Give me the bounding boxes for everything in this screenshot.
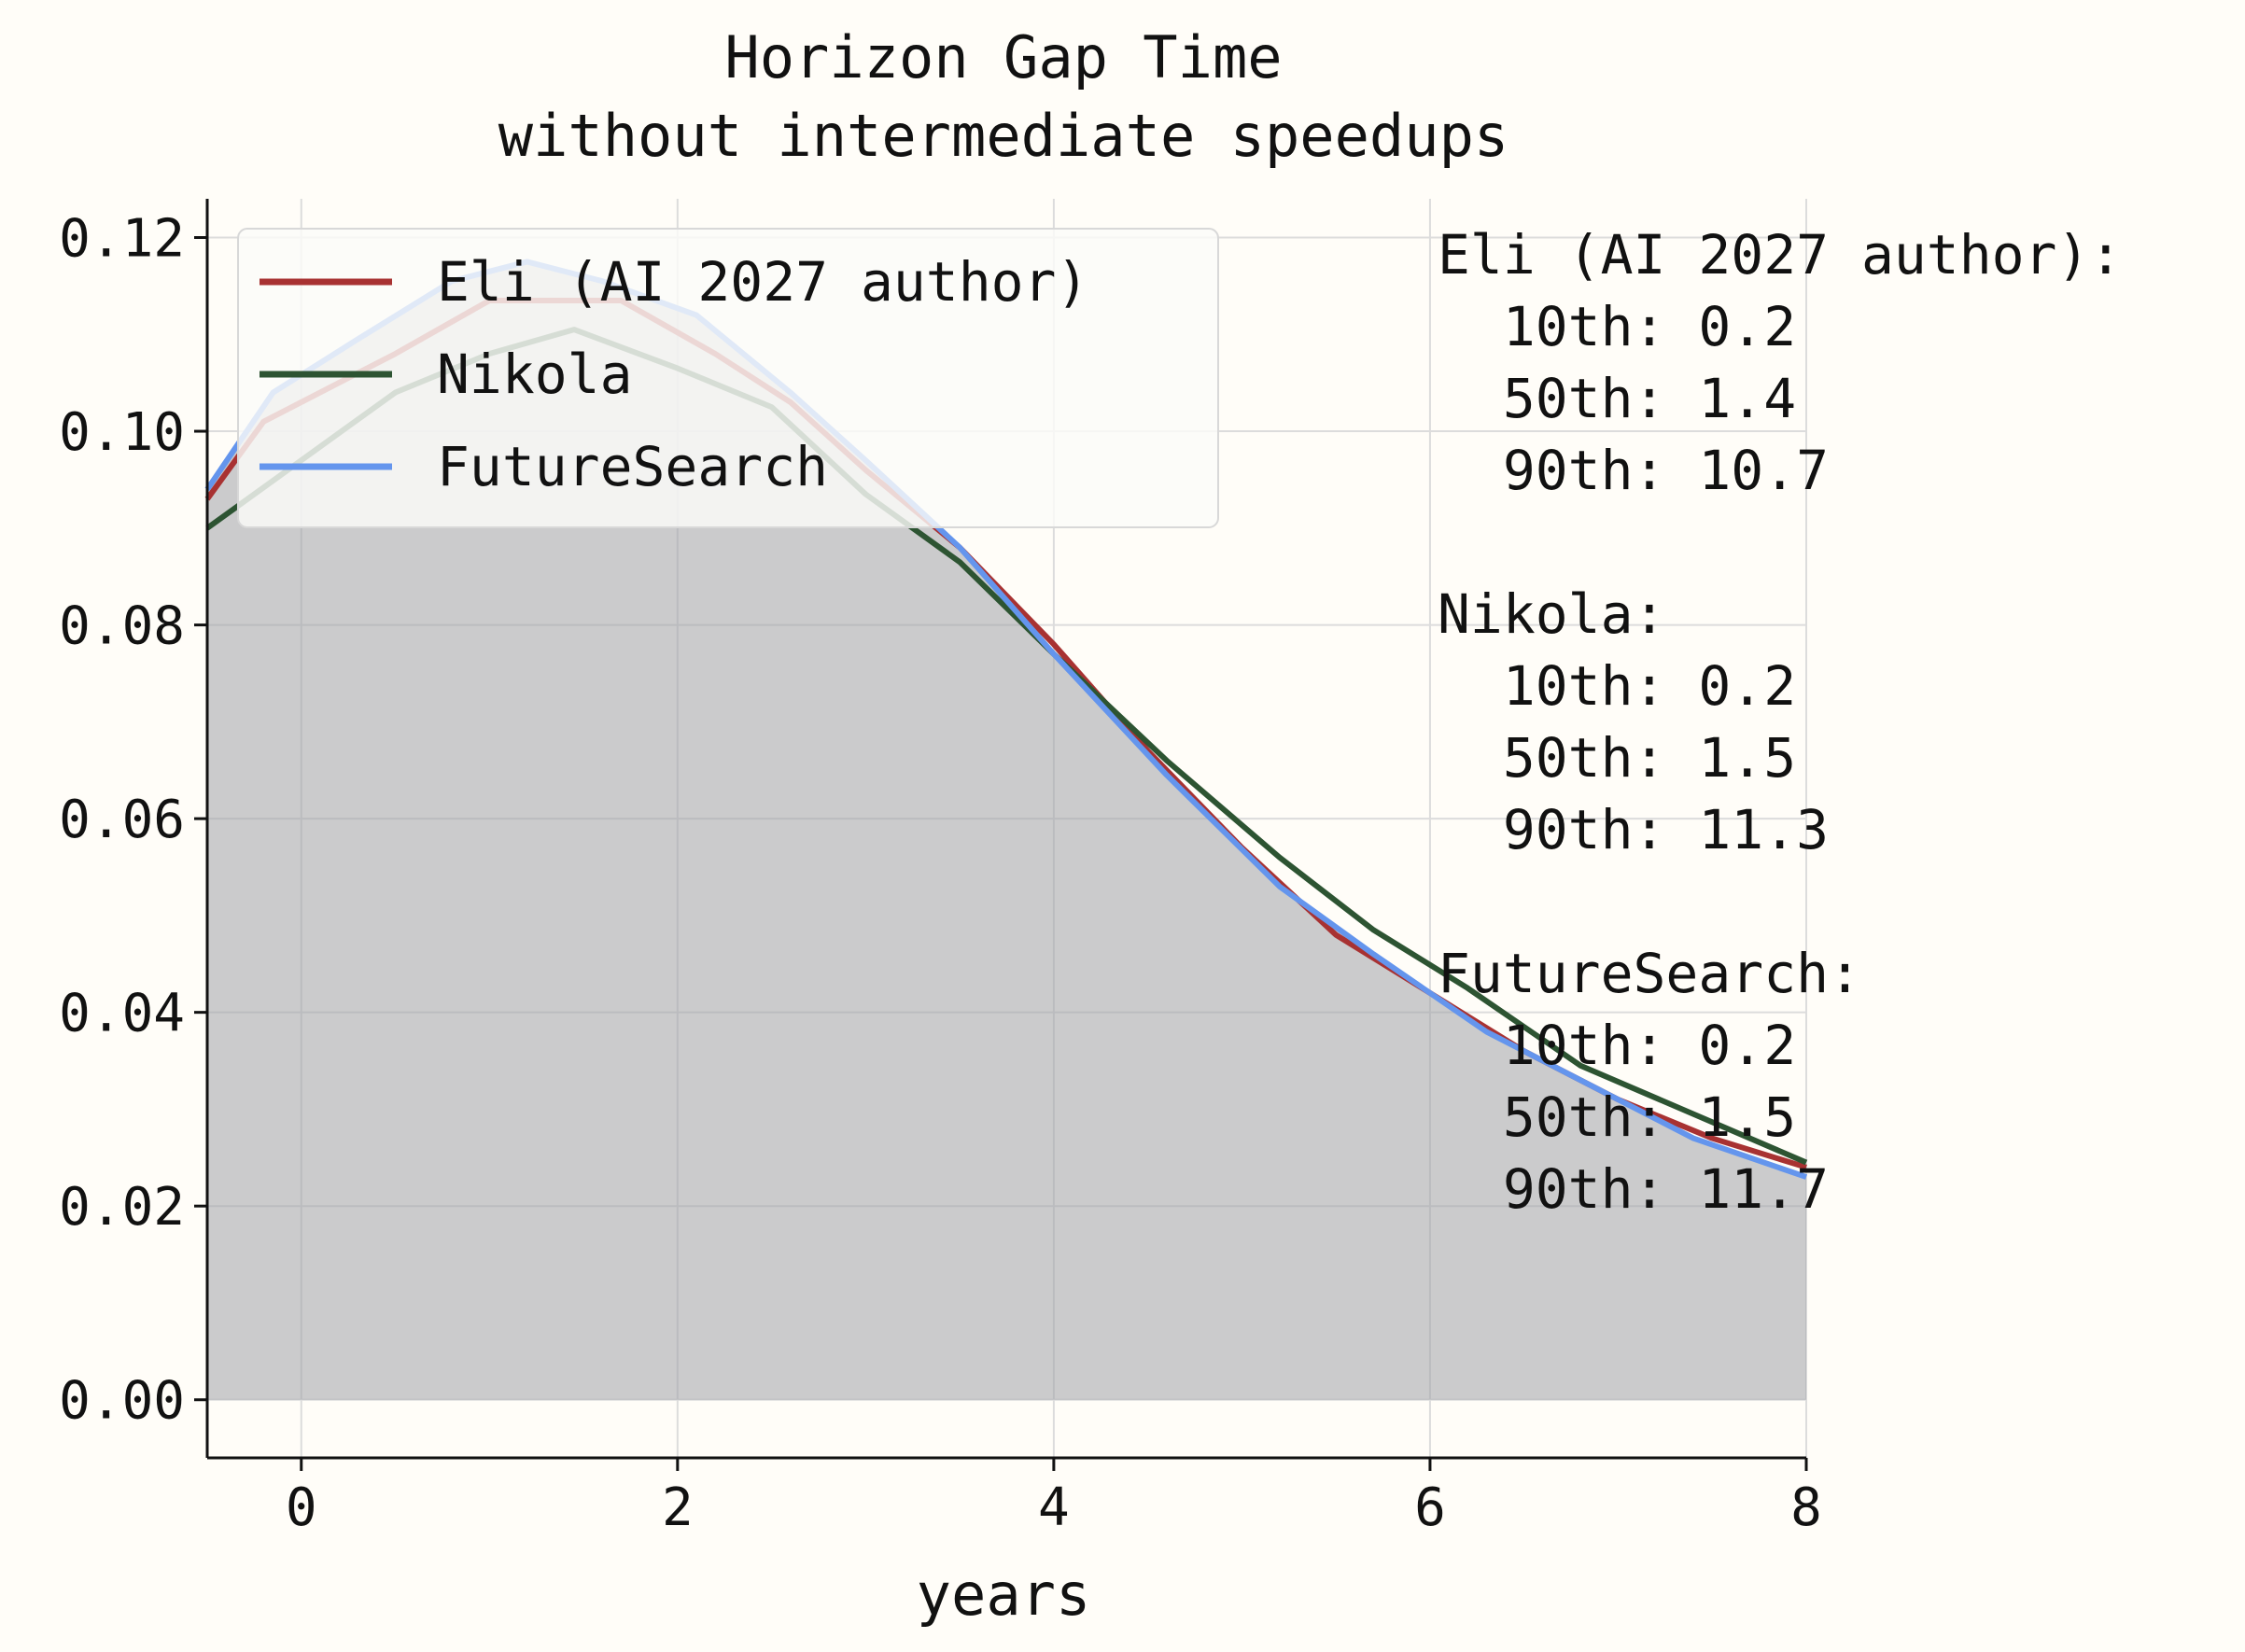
y-ticks: 0.00 0.02 0.04 0.06 0.08 0.10 0.12 (59, 209, 207, 1432)
x-ticks: 0 2 4 6 8 (286, 1458, 1822, 1538)
y-tick-label: 0.10 (59, 402, 185, 463)
annotation-line: 10th: 0.2 (1438, 295, 1796, 358)
y-tick-label: 0.06 (59, 790, 185, 850)
x-tick-label: 4 (1038, 1477, 1070, 1538)
y-tick-label: 0.04 (59, 984, 185, 1044)
annotation-line: 90th: 11.3 (1438, 798, 1829, 861)
x-tick-label: 0 (286, 1477, 317, 1538)
annotation-line: 50th: 1.4 (1438, 367, 1796, 430)
chart-subtitle: without intermediate speedups (498, 102, 1509, 170)
y-tick-label: 0.08 (59, 596, 185, 657)
y-tick-label: 0.12 (59, 209, 185, 270)
x-tick-label: 6 (1414, 1477, 1446, 1538)
legend-label: Nikola (437, 343, 633, 406)
annotation-line: Eli (AI 2027 author): (1438, 223, 2122, 287)
y-tick-label: 0.00 (59, 1371, 185, 1432)
x-tick-label: 2 (662, 1477, 694, 1538)
shaded-area (207, 261, 1806, 1400)
annotation-line: 10th: 0.2 (1438, 1014, 1796, 1077)
annotation-line: FutureSearch: (1438, 942, 1861, 1005)
legend-label: FutureSearch (437, 435, 828, 498)
chart-title: Horizon Gap Time (724, 23, 1282, 91)
legend-box (237, 228, 1219, 528)
legend-label: Eli (AI 2027 author) (437, 250, 1088, 314)
x-axis-label: years (917, 1561, 1091, 1629)
annotation-line: 90th: 11.7 (1438, 1157, 1829, 1221)
legend: Eli (AI 2027 author) Nikola FutureSearch (237, 228, 1219, 528)
annotation-line: 50th: 1.5 (1438, 726, 1796, 790)
y-tick-label: 0.02 (59, 1177, 185, 1238)
axes (205, 199, 1806, 1460)
annotation-line: 50th: 1.5 (1438, 1085, 1796, 1149)
x-tick-label: 8 (1790, 1477, 1822, 1538)
annotation-line: Nikola: (1438, 582, 1665, 646)
annotation-line: 10th: 0.2 (1438, 654, 1796, 718)
annotation-line: 90th: 10.7 (1438, 439, 1829, 502)
annotations: Eli (AI 2027 author): 10th: 0.2 50th: 1.… (1438, 223, 2122, 1221)
